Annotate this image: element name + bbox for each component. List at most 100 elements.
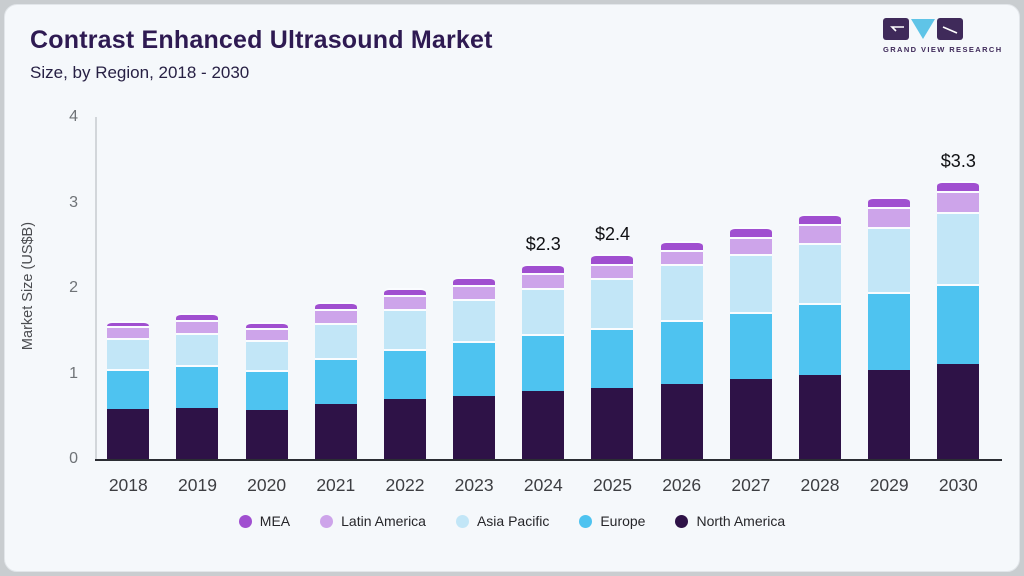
bar-segment-2030-north-america[interactable] xyxy=(937,364,980,459)
bar-segment-2026-latin-america[interactable] xyxy=(660,250,703,265)
bar-segment-2023-latin-america[interactable] xyxy=(453,284,496,300)
bar-segment-2030-asia-pacific[interactable] xyxy=(937,211,980,284)
bar-segment-2029-mea[interactable] xyxy=(868,197,911,207)
bar-segment-2019-europe[interactable] xyxy=(176,364,219,408)
gvr-logo-marks xyxy=(883,18,987,40)
gvr-logo-text: GRAND VIEW RESEARCH xyxy=(883,45,1003,54)
bar-segment-2027-north-america[interactable] xyxy=(729,379,772,459)
legend-swatch-north-america xyxy=(675,514,689,528)
bar-segment-2028-mea[interactable] xyxy=(799,213,841,224)
legend-item-mea[interactable]: MEA xyxy=(238,513,291,529)
bar-segment-2028-latin-america[interactable] xyxy=(799,223,841,243)
value-label-2024: $2.3 xyxy=(525,234,561,255)
bar-segment-2022-europe[interactable] xyxy=(383,348,426,400)
page-title: Contrast Enhanced Ultrasound Market xyxy=(30,26,493,54)
bar-segment-2029-europe[interactable] xyxy=(868,292,911,371)
x-tick-label-2029: 2029 xyxy=(869,475,909,495)
bar-segment-2024-europe[interactable] xyxy=(522,334,565,392)
legend-swatch-latin-america xyxy=(320,514,334,528)
x-tick-label-2028: 2028 xyxy=(800,475,840,495)
bar-segment-2020-north-america[interactable] xyxy=(245,410,288,459)
bar-segment-2029-north-america[interactable] xyxy=(868,370,911,459)
gvr-g-block-icon xyxy=(883,18,909,40)
bar-segment-2025-mea[interactable] xyxy=(591,253,634,265)
bar-segment-2024-asia-pacific[interactable] xyxy=(522,288,565,335)
bar-segment-2022-north-america[interactable] xyxy=(383,399,426,459)
bar-segment-2019-mea[interactable] xyxy=(176,312,219,320)
x-tick-label-2030: 2030 xyxy=(938,475,978,495)
bar-segment-2022-asia-pacific[interactable] xyxy=(383,308,426,349)
bar-segment-2030-mea[interactable] xyxy=(937,181,980,192)
bar-segment-2026-asia-pacific[interactable] xyxy=(660,264,703,320)
bar-segment-2021-latin-america[interactable] xyxy=(314,308,357,324)
page-subtitle: Size, by Region, 2018 - 2030 xyxy=(30,63,250,82)
bar-segment-2020-asia-pacific[interactable] xyxy=(245,340,288,371)
bar-segment-2030-latin-america[interactable] xyxy=(937,191,980,212)
bar-segment-2023-north-america[interactable] xyxy=(453,395,496,459)
legend-item-asia-pacific[interactable]: Asia Pacific xyxy=(455,513,549,529)
legend-item-north-america[interactable]: North America xyxy=(675,513,785,529)
y-tick-label-4: 4 xyxy=(69,108,78,125)
bar-segment-2027-latin-america[interactable] xyxy=(729,236,772,254)
bar-segment-2023-mea[interactable] xyxy=(453,276,496,285)
bar-segment-2026-europe[interactable] xyxy=(660,319,703,384)
bar-segment-2028-europe[interactable] xyxy=(799,302,841,376)
y-axis-title: Market Size (US$B) xyxy=(20,221,36,351)
bar-segment-2024-north-america[interactable] xyxy=(522,391,565,459)
bar-segment-2025-north-america[interactable] xyxy=(591,388,634,459)
bar-segment-2021-north-america[interactable] xyxy=(314,404,357,459)
bar-segment-2018-asia-pacific[interactable] xyxy=(107,338,150,370)
bar-segment-2020-mea[interactable] xyxy=(245,322,288,329)
bar-segment-2024-mea[interactable] xyxy=(522,264,565,274)
bar-segment-2021-mea[interactable] xyxy=(314,301,357,309)
bar-segment-2027-asia-pacific[interactable] xyxy=(729,253,772,312)
bar-segment-2018-mea[interactable] xyxy=(107,321,150,326)
legend-item-europe[interactable]: Europe xyxy=(579,513,645,529)
bar-segment-2019-north-america[interactable] xyxy=(176,407,219,459)
x-tick-label-2020: 2020 xyxy=(247,475,287,495)
legend-item-latin-america[interactable]: Latin America xyxy=(320,513,426,529)
bar-segment-2023-europe[interactable] xyxy=(453,341,496,396)
bar-segment-2019-latin-america[interactable] xyxy=(176,319,219,334)
bar-segment-2021-europe[interactable] xyxy=(314,358,357,405)
bar-segment-2028-asia-pacific[interactable] xyxy=(799,242,841,303)
bar-segment-2020-europe[interactable] xyxy=(245,370,288,411)
bar-segment-2020-latin-america[interactable] xyxy=(245,328,288,341)
bar-segment-2019-asia-pacific[interactable] xyxy=(176,333,219,365)
chart-legend: MEA Latin America Asia Pacific Europe North … xyxy=(0,513,1024,529)
bar-segment-2022-latin-america[interactable] xyxy=(383,294,426,309)
bar-segment-2018-north-america[interactable] xyxy=(107,409,150,459)
bar-segment-2029-latin-america[interactable] xyxy=(868,206,911,228)
legend-swatch-asia-pacific xyxy=(455,514,469,528)
bar-segment-2025-latin-america[interactable] xyxy=(591,264,634,278)
bar-segment-2030-europe[interactable] xyxy=(937,283,980,365)
bar-segment-2018-latin-america[interactable] xyxy=(107,325,150,339)
x-tick-label-2026: 2026 xyxy=(662,475,702,495)
bar-segment-2023-asia-pacific[interactable] xyxy=(453,299,496,341)
bar-segment-2025-asia-pacific[interactable] xyxy=(591,277,634,329)
bar-segment-2029-asia-pacific[interactable] xyxy=(868,227,911,293)
bar-segment-2025-europe[interactable] xyxy=(591,328,634,389)
bar-segment-2027-mea[interactable] xyxy=(729,227,772,237)
gvr-v-triangle-icon xyxy=(911,19,935,39)
bar-segment-2026-mea[interactable] xyxy=(660,240,703,251)
legend-label-mea: MEA xyxy=(259,513,291,529)
bar-segment-2028-north-america[interactable] xyxy=(799,375,841,459)
chart-card xyxy=(4,4,1020,572)
x-tick-label-2022: 2022 xyxy=(385,475,425,495)
x-tick-label-2024: 2024 xyxy=(523,475,563,495)
x-tick-label-2027: 2027 xyxy=(731,475,771,495)
bar-segment-2021-asia-pacific[interactable] xyxy=(314,323,357,359)
value-label-2030: $3.3 xyxy=(940,151,976,172)
bar-segment-2018-europe[interactable] xyxy=(107,369,150,410)
bar-segment-2027-europe[interactable] xyxy=(729,311,772,380)
legend-swatch-europe xyxy=(579,514,593,528)
bar-segment-2024-latin-america[interactable] xyxy=(522,273,565,288)
x-axis-line xyxy=(95,459,1002,461)
bar-segment-2022-mea[interactable] xyxy=(383,288,426,295)
x-tick-label-2025: 2025 xyxy=(593,475,632,495)
legend-label-north-america: North America xyxy=(696,513,786,529)
y-axis-line xyxy=(95,117,97,459)
x-tick-label-2021: 2021 xyxy=(316,475,356,495)
bar-segment-2026-north-america[interactable] xyxy=(660,383,703,459)
